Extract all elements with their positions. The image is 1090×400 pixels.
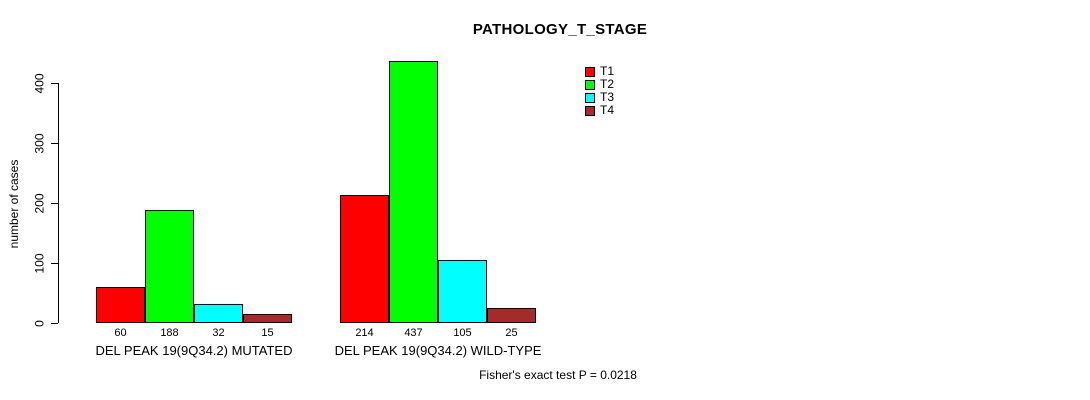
legend-item-t4: T4 (585, 104, 614, 117)
legend-label: T1 (600, 64, 615, 78)
bar-value-label: 15 (261, 327, 274, 339)
bar-t2-group1 (145, 210, 194, 323)
group-label: DEL PEAK 19(9Q34.2) MUTATED (95, 343, 293, 358)
bar-t4-group1 (243, 314, 292, 323)
y-axis-line (58, 83, 59, 323)
legend-item-t1: T1 (585, 65, 614, 78)
y-axis-tick-label: 100 (32, 253, 47, 274)
chart-title: PATHOLOGY_T_STAGE (472, 21, 648, 38)
legend-label: T4 (600, 103, 615, 117)
y-axis-tick (51, 323, 58, 324)
y-axis-tick (51, 263, 58, 264)
legend: T1 T2 T3 T4 (585, 65, 614, 117)
y-axis-tick-label: 300 (32, 133, 47, 154)
legend-item-t2: T2 (585, 78, 614, 91)
legend-swatch-t2 (585, 79, 595, 90)
bar-t2-group2 (389, 61, 438, 323)
bar-value-label: 60 (114, 327, 127, 339)
bar-value-label: 437 (404, 327, 423, 339)
legend-swatch-t1 (585, 66, 595, 77)
legend-label: T3 (600, 90, 615, 104)
bar-value-label: 188 (160, 327, 179, 339)
bar-value-label: 214 (355, 327, 374, 339)
legend-label: T2 (600, 77, 615, 91)
bar-t4-group2 (487, 308, 536, 323)
group-label: DEL PEAK 19(9Q34.2) WILD-TYPE (334, 343, 542, 358)
legend-item-t3: T3 (585, 91, 614, 104)
legend-swatch-t4 (585, 105, 595, 116)
y-axis-tick (51, 203, 58, 204)
y-axis-tick-label: 400 (32, 73, 47, 94)
y-axis-tick (51, 83, 58, 84)
fisher-test-note: Fisher's exact test P = 0.0218 (479, 368, 637, 382)
y-axis-tick (51, 143, 58, 144)
y-axis-tick-label: 200 (32, 193, 47, 214)
bar-value-label: 25 (505, 327, 518, 339)
bar-value-label: 105 (453, 327, 472, 339)
bar-t3-group1 (194, 304, 243, 323)
bar-t1-group2 (340, 195, 389, 323)
bar-t1-group1 (96, 287, 145, 323)
bar-value-label: 32 (212, 327, 225, 339)
legend-swatch-t3 (585, 92, 595, 103)
bar-t3-group2 (438, 260, 487, 323)
y-axis-tick-label: 0 (32, 320, 47, 327)
y-axis-label: number of cases (7, 159, 21, 249)
